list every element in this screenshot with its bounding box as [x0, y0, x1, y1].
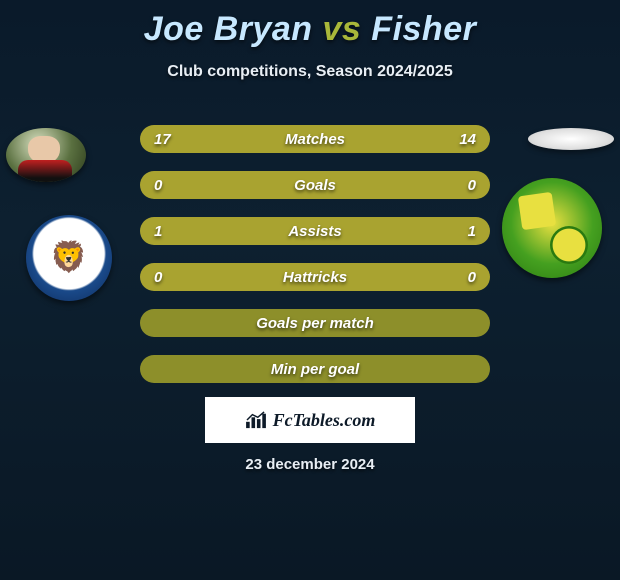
stat-label: Min per goal	[140, 361, 490, 378]
player2-name: Fisher	[371, 10, 476, 48]
stat-row-matches: 17 Matches 14	[140, 125, 490, 153]
stat-row-goals: 0 Goals 0	[140, 171, 490, 199]
date-text: 23 december 2024	[0, 456, 620, 473]
brand-text: FcTables.com	[273, 410, 376, 431]
stats-container: 17 Matches 14 0 Goals 0 1 Assists 1 0 Ha…	[140, 125, 490, 401]
stat-row-goals-per-match: Goals per match	[140, 309, 490, 337]
player2-avatar	[528, 128, 614, 150]
stat-row-assists: 1 Assists 1	[140, 217, 490, 245]
player1-name: Joe Bryan	[144, 10, 313, 48]
stat-label: Goals per match	[140, 315, 490, 332]
stat-label: Goals	[140, 177, 490, 194]
brand-watermark: FcTables.com	[205, 397, 415, 443]
stat-label: Hattricks	[140, 269, 490, 286]
season-subtitle: Club competitions, Season 2024/2025	[0, 63, 620, 81]
stat-row-min-per-goal: Min per goal	[140, 355, 490, 383]
stat-row-hattricks: 0 Hattricks 0	[140, 263, 490, 291]
comparison-title: Joe Bryan vs Fisher	[0, 0, 620, 49]
player2-club-badge	[502, 178, 602, 278]
player1-avatar	[6, 128, 86, 182]
stat-label: Matches	[140, 131, 490, 148]
stat-label: Assists	[140, 223, 490, 240]
brand-chart-icon	[245, 411, 267, 429]
lion-icon: 🦁	[50, 243, 87, 273]
player1-club-badge: 🦁	[26, 215, 112, 301]
vs-text: vs	[323, 10, 362, 48]
